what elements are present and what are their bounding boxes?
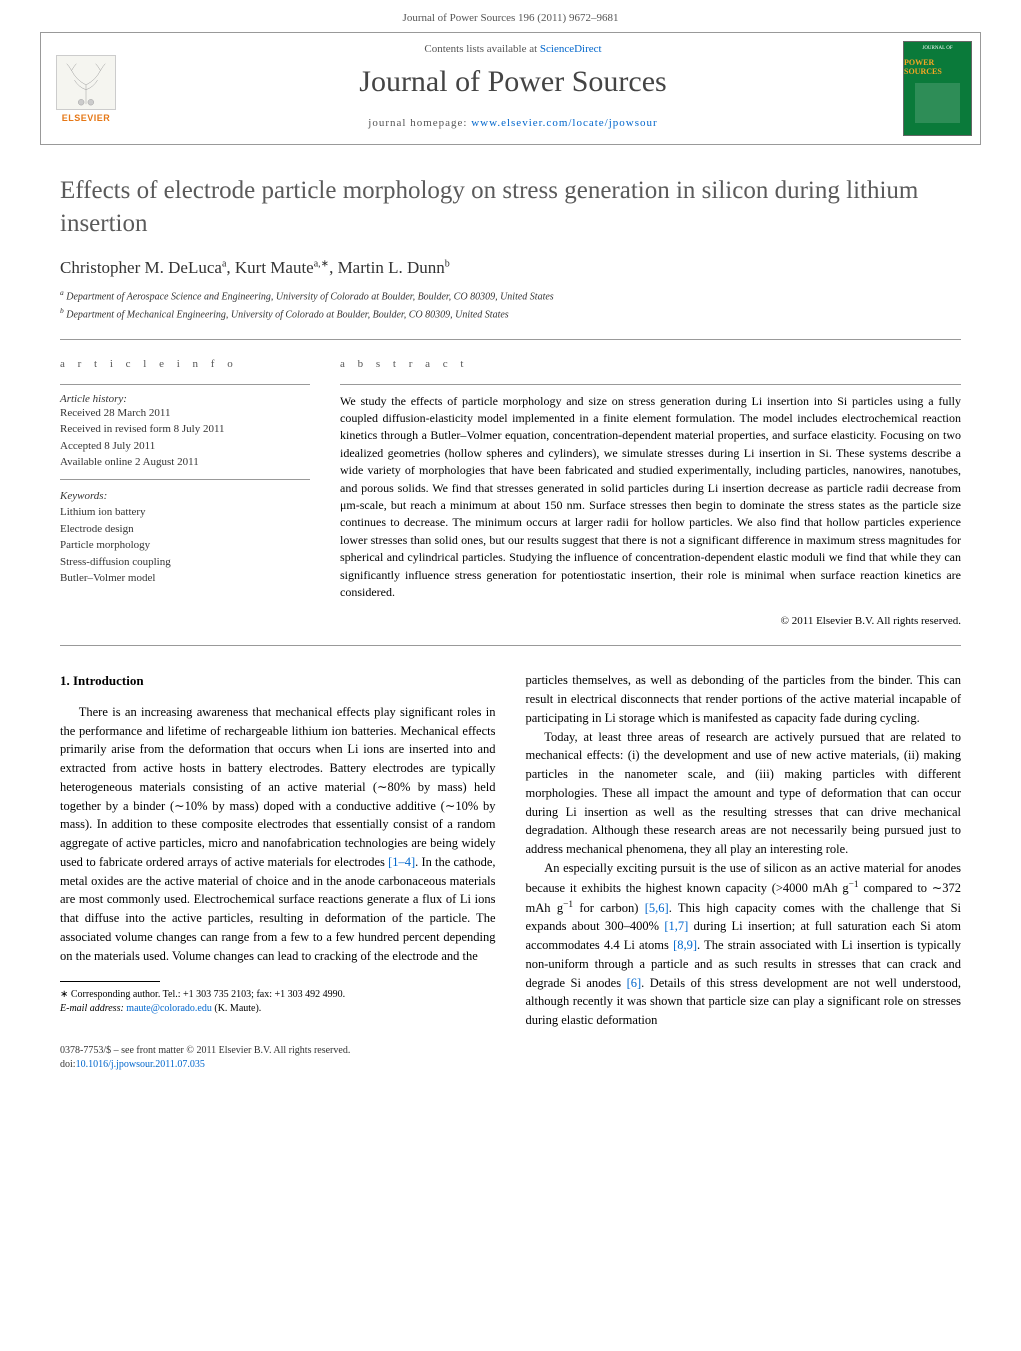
- section-1-title: 1. Introduction: [60, 671, 496, 691]
- author-1: Christopher M. DeLuca: [60, 258, 222, 277]
- publisher-name: ELSEVIER: [62, 113, 111, 123]
- doi-label: doi:: [60, 1059, 76, 1070]
- email-suffix: (K. Maute).: [212, 1003, 261, 1014]
- author-2-affil: a,∗: [314, 258, 329, 269]
- corresponding-email: E-mail address: maute@colorado.edu (K. M…: [60, 1002, 496, 1016]
- email-link[interactable]: maute@colorado.edu: [126, 1003, 212, 1014]
- cover-graphic: [915, 83, 960, 123]
- cover-journal-label: JOURNAL OF: [922, 46, 952, 51]
- keyword: Butler–Volmer model: [60, 570, 310, 587]
- bottom-meta: 0378-7753/$ – see front matter © 2011 El…: [60, 1044, 961, 1072]
- paragraph: particles themselves, as well as debondi…: [526, 671, 962, 727]
- article-info-heading: a r t i c l e i n f o: [60, 358, 310, 370]
- affiliation-b: b Department of Mechanical Engineering, …: [60, 306, 961, 320]
- publisher-logo: ELSEVIER: [41, 33, 131, 144]
- paragraph: An especially exciting pursuit is the us…: [526, 859, 962, 1030]
- contents-list-line: Contents lists available at ScienceDirec…: [141, 43, 885, 55]
- ref-link[interactable]: [6]: [627, 976, 642, 990]
- article-title: Effects of electrode particle morphology…: [60, 175, 961, 240]
- homepage-link[interactable]: www.elsevier.com/locate/jpowsour: [471, 117, 657, 129]
- accepted-date: Accepted 8 July 2011: [60, 438, 310, 455]
- corresponding-author: ∗ Corresponding author. Tel.: +1 303 735…: [60, 988, 496, 1002]
- ref-link[interactable]: [1–4]: [388, 855, 415, 869]
- abstract: a b s t r a c t We study the effects of …: [340, 358, 961, 628]
- paragraph: There is an increasing awareness that me…: [60, 703, 496, 966]
- divider-short: [60, 384, 310, 385]
- author-3: Martin L. Dunn: [338, 258, 445, 277]
- doi-link[interactable]: 10.1016/j.jpowsour.2011.07.035: [76, 1059, 205, 1070]
- abstract-text: We study the effects of particle morphol…: [340, 393, 961, 602]
- cover-thumbnail: JOURNAL OF POWER SOURCES: [903, 41, 972, 136]
- cover-title: POWER SOURCES: [904, 59, 971, 77]
- homepage-line: journal homepage: www.elsevier.com/locat…: [141, 117, 885, 129]
- sup: −1: [849, 880, 859, 890]
- history-label: Article history:: [60, 393, 310, 405]
- received-date: Received 28 March 2011: [60, 405, 310, 422]
- affiliation-a: a Department of Aerospace Science and En…: [60, 288, 961, 302]
- journal-citation: Journal of Power Sources 196 (2011) 9672…: [0, 0, 1021, 32]
- copyright: © 2011 Elsevier B.V. All rights reserved…: [340, 615, 961, 627]
- footnote-separator: [60, 981, 160, 982]
- journal-cover: JOURNAL OF POWER SOURCES: [895, 33, 980, 144]
- author-2: Kurt Maute: [235, 258, 314, 277]
- sciencedirect-link[interactable]: ScienceDirect: [540, 43, 602, 55]
- keywords-label: Keywords:: [60, 488, 310, 505]
- keyword: Stress-diffusion coupling: [60, 554, 310, 571]
- text: for carbon): [573, 901, 645, 915]
- article-info: a r t i c l e i n f o Article history: R…: [60, 358, 310, 628]
- affil-b-text: Department of Mechanical Engineering, Un…: [66, 310, 508, 321]
- sup: −1: [563, 900, 573, 910]
- keyword: Lithium ion battery: [60, 504, 310, 521]
- author-1-affil: a: [222, 258, 226, 269]
- divider: [60, 339, 961, 340]
- paragraph: Today, at least three areas of research …: [526, 728, 962, 859]
- ref-link[interactable]: [8,9]: [673, 938, 697, 952]
- text: There is an increasing awareness that me…: [60, 705, 496, 869]
- keyword: Particle morphology: [60, 537, 310, 554]
- column-right: particles themselves, as well as debondi…: [526, 671, 962, 1030]
- revised-date: Received in revised form 8 July 2011: [60, 421, 310, 438]
- online-date: Available online 2 August 2011: [60, 454, 310, 471]
- header-center: Contents lists available at ScienceDirec…: [131, 33, 895, 144]
- author-3-affil: b: [445, 258, 450, 269]
- body-columns: 1. Introduction There is an increasing a…: [60, 671, 961, 1030]
- authors: Christopher M. DeLucaa, Kurt Mautea,∗, M…: [60, 258, 961, 278]
- ref-link[interactable]: [5,6]: [645, 901, 669, 915]
- email-label: E-mail address:: [60, 1003, 126, 1014]
- abstract-heading: a b s t r a c t: [340, 358, 961, 370]
- divider-short: [60, 479, 310, 480]
- ref-link[interactable]: [1,7]: [664, 919, 688, 933]
- header-box: ELSEVIER Contents lists available at Sci…: [40, 32, 981, 145]
- divider-short: [340, 384, 961, 385]
- affil-a-text: Department of Aerospace Science and Engi…: [66, 291, 553, 302]
- journal-name: Journal of Power Sources: [141, 65, 885, 99]
- info-abstract-row: a r t i c l e i n f o Article history: R…: [60, 358, 961, 628]
- column-left: 1. Introduction There is an increasing a…: [60, 671, 496, 1030]
- contents-prefix: Contents lists available at: [424, 43, 539, 55]
- divider: [60, 645, 961, 646]
- doi-line: doi:10.1016/j.jpowsour.2011.07.035: [60, 1058, 961, 1072]
- keyword: Electrode design: [60, 521, 310, 538]
- elsevier-tree-icon: [56, 55, 116, 110]
- text: . In the cathode, metal oxides are the a…: [60, 855, 496, 963]
- homepage-prefix: journal homepage:: [368, 117, 471, 129]
- issn-line: 0378-7753/$ – see front matter © 2011 El…: [60, 1044, 961, 1058]
